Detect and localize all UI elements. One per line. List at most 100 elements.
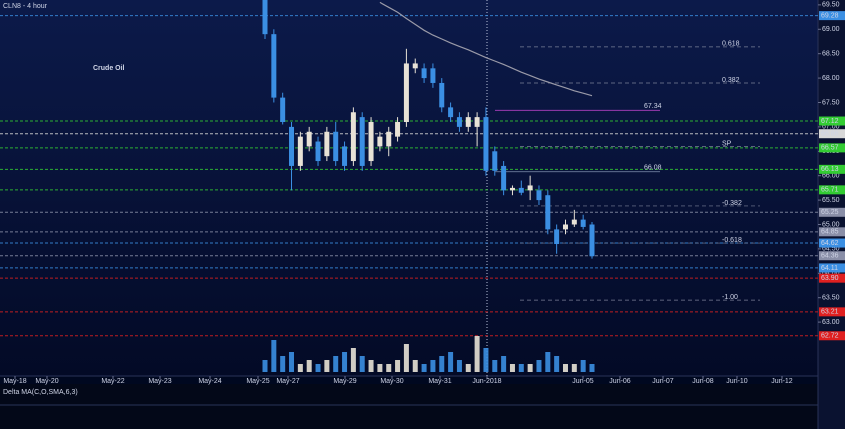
volume-bar bbox=[518, 364, 524, 372]
volume-bar bbox=[448, 352, 454, 372]
volume-bar bbox=[562, 364, 568, 372]
candle-body bbox=[289, 126, 295, 166]
level-tag-label: 62.72 bbox=[821, 333, 839, 340]
level-tag-label: 64.11 bbox=[821, 265, 838, 272]
level-tag-label: 66.57 bbox=[821, 145, 839, 152]
x-tick-label: Jun-06 bbox=[609, 378, 631, 385]
x-tick-label: May-31 bbox=[428, 378, 451, 385]
level-tag bbox=[819, 307, 845, 317]
level-tag bbox=[819, 263, 845, 273]
fib-label: 0.382 bbox=[722, 77, 740, 84]
price-note-label: 66.08 bbox=[644, 165, 662, 172]
x-tick-label: Jun-2018 bbox=[472, 378, 501, 385]
volume-bar bbox=[589, 364, 595, 372]
indicator-panel bbox=[0, 384, 818, 429]
fib-label: -1.00 bbox=[722, 294, 738, 301]
x-tick-label: May-27 bbox=[276, 378, 299, 385]
x-tick-label: May-25 bbox=[246, 378, 269, 385]
volume-bar bbox=[545, 352, 551, 372]
x-tick-label: May-29 bbox=[333, 378, 356, 385]
candle-body bbox=[483, 117, 489, 171]
marks: 63.0063.5064.0064.5065.0065.5066.0066.50… bbox=[0, 0, 845, 385]
candle-body bbox=[545, 195, 551, 230]
level-tag-label: 66.86 bbox=[821, 131, 839, 138]
level-tag-label: 64.36 bbox=[821, 253, 839, 260]
y-tick-label: 63.00 bbox=[822, 319, 840, 326]
level-tag bbox=[819, 129, 845, 139]
level-tag-label: 67.12 bbox=[821, 118, 839, 125]
price-note-label: 67.34 bbox=[644, 103, 662, 110]
candle-body bbox=[456, 117, 462, 127]
level-tag-label: 66.13 bbox=[821, 166, 839, 173]
volume-bar bbox=[571, 364, 577, 372]
y-tick-label: 64.00 bbox=[822, 270, 840, 277]
plot-background bbox=[0, 0, 818, 376]
volume-bar bbox=[306, 360, 312, 372]
level-tag-label: 63.90 bbox=[821, 275, 839, 282]
volume-bar bbox=[342, 352, 348, 372]
level-tag-label: 64.62 bbox=[821, 240, 839, 247]
chart-title: CLN8 - 4 hour bbox=[3, 3, 48, 10]
candle-body bbox=[554, 229, 560, 245]
x-tick-label: May-18 bbox=[3, 378, 26, 385]
level-tag-label: 64.85 bbox=[821, 229, 839, 236]
volume-bar bbox=[421, 364, 427, 372]
volume-bar bbox=[350, 348, 356, 372]
y-tick-label: 66.00 bbox=[822, 173, 840, 180]
candle-body bbox=[439, 82, 445, 108]
level-tag-label: 63.21 bbox=[821, 309, 839, 316]
candle-body bbox=[465, 117, 471, 127]
level-tag bbox=[819, 207, 845, 217]
volume-bar bbox=[536, 360, 542, 372]
x-tick-label: May-23 bbox=[148, 378, 171, 385]
volume-bar bbox=[509, 364, 515, 372]
candle-body bbox=[368, 122, 374, 162]
volume-bar bbox=[324, 360, 330, 372]
volume-bar bbox=[501, 356, 507, 372]
volume-bar bbox=[280, 356, 286, 372]
y-tick-label: 69.50 bbox=[822, 2, 840, 9]
level-tag-label: 65.25 bbox=[821, 209, 839, 216]
candle-body bbox=[350, 112, 356, 162]
volume-bar bbox=[386, 364, 392, 372]
candle-body bbox=[448, 107, 454, 118]
candle-body bbox=[501, 165, 507, 191]
candle-body bbox=[333, 131, 339, 162]
level-tag bbox=[819, 116, 845, 126]
volume-bar bbox=[430, 360, 436, 372]
y-tick-label: 68.50 bbox=[822, 51, 840, 58]
x-tick-label: May-30 bbox=[380, 378, 403, 385]
moving-average bbox=[379, 1, 593, 97]
x-tick-label: Jun-07 bbox=[652, 378, 674, 385]
y-tick-label: 65.50 bbox=[822, 197, 840, 204]
volume-bar bbox=[315, 364, 321, 372]
volume-bar bbox=[439, 356, 445, 372]
candle-body bbox=[280, 97, 286, 123]
fib-label: -0.618 bbox=[722, 237, 742, 244]
candle-body bbox=[509, 187, 515, 191]
volume-bar bbox=[262, 360, 268, 372]
candle-body bbox=[359, 117, 365, 166]
volume-bar bbox=[465, 364, 471, 372]
x-tick-label: May-20 bbox=[35, 378, 58, 385]
candle-body bbox=[430, 68, 436, 83]
x-tick-label: May-24 bbox=[198, 378, 221, 385]
candle-body bbox=[271, 34, 277, 98]
indicator-label: Delta MA(C,O,SMA,6,3) bbox=[3, 389, 78, 396]
volume-bar bbox=[412, 360, 418, 372]
candle-body bbox=[562, 224, 568, 230]
volume-bar bbox=[289, 352, 295, 372]
volume-bar bbox=[297, 364, 303, 372]
y-tick-label: 68.00 bbox=[822, 75, 840, 82]
level-tag-label: 65.71 bbox=[821, 187, 839, 194]
level-tag bbox=[819, 273, 845, 283]
candle-body bbox=[492, 151, 498, 171]
candle-body bbox=[297, 136, 303, 166]
volume-bar bbox=[395, 360, 401, 372]
volume-bar bbox=[492, 360, 498, 372]
y-tick-label: 67.50 bbox=[822, 99, 840, 106]
volume-bar bbox=[403, 344, 409, 372]
level-tag bbox=[819, 164, 845, 174]
candle-body bbox=[536, 190, 542, 201]
